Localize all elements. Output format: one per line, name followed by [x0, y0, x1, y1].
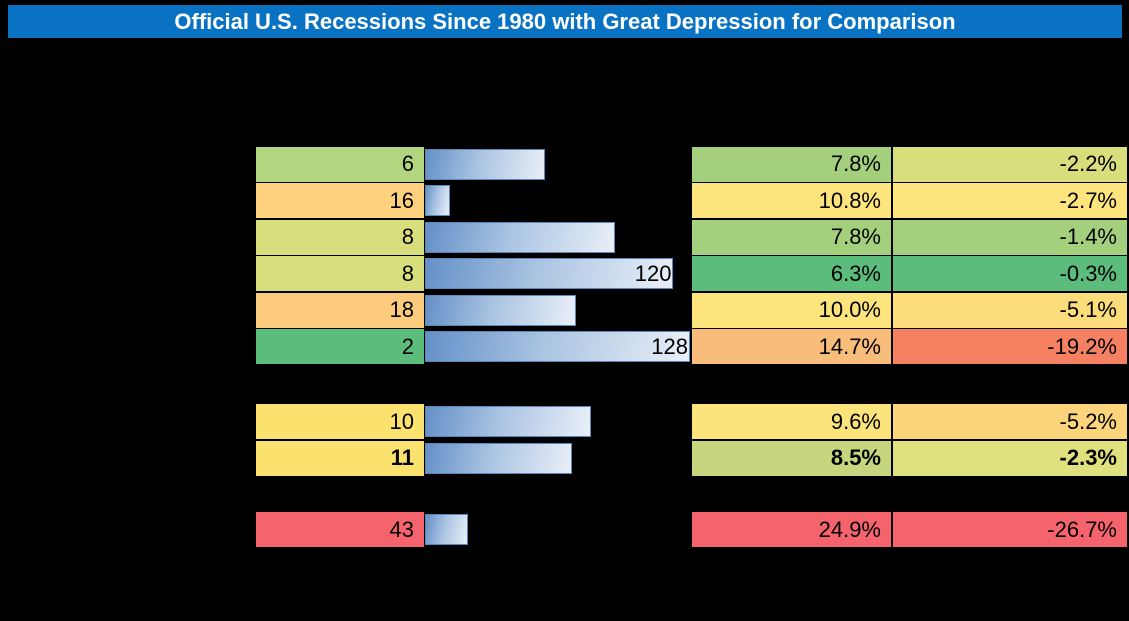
- duration-months-cell: 11: [255, 439, 425, 477]
- table-row: 2 128 14.7% -19.2%: [0, 328, 1129, 365]
- duration-months-cell: 8: [255, 255, 425, 292]
- table-row: 10 9.6% -5.2%: [0, 403, 1129, 440]
- preceding-expansion-bar: [425, 406, 591, 437]
- table-row: 16 10.8% -2.7%: [0, 182, 1129, 219]
- unemployment-rate-cell: 9.6%: [691, 403, 892, 440]
- table-row: 18 10.0% -5.1%: [0, 291, 1129, 329]
- bar-value-label: 120: [634, 260, 672, 286]
- gdp-change-cell: -26.7%: [892, 511, 1128, 548]
- duration-months-cell: 2: [255, 328, 425, 365]
- preceding-expansion-bar: [425, 442, 572, 474]
- duration-months-cell: 6: [255, 145, 425, 183]
- unemployment-rate-cell: 8.5%: [691, 439, 892, 477]
- gdp-change-cell: -19.2%: [892, 328, 1128, 365]
- unemployment-rate-cell: 24.9%: [691, 511, 892, 548]
- unemployment-rate-cell: 10.8%: [691, 182, 892, 219]
- preceding-expansion-bar: [425, 185, 450, 216]
- unemployment-rate-cell: 14.7%: [691, 328, 892, 365]
- duration-months-cell: 18: [255, 291, 425, 329]
- gdp-change-cell: -5.2%: [892, 403, 1128, 440]
- table-row: 43 24.9% -26.7%: [0, 511, 1129, 548]
- unemployment-rate-cell: 10.0%: [691, 291, 892, 329]
- table-row: 8 120 6.3% -0.3%: [0, 255, 1129, 292]
- unemployment-rate-cell: 6.3%: [691, 255, 892, 292]
- preceding-expansion-bar: [425, 221, 616, 253]
- chart-title-bar: Official U.S. Recessions Since 1980 with…: [8, 5, 1122, 38]
- unemployment-rate-cell: 7.8%: [691, 218, 892, 256]
- preceding-expansion-bar: 120: [425, 258, 674, 289]
- duration-months-cell: 16: [255, 182, 425, 219]
- chart-title: Official U.S. Recessions Since 1980 with…: [174, 8, 956, 34]
- gdp-change-cell: -5.1%: [892, 291, 1128, 329]
- table-row: 6 7.8% -2.2%: [0, 145, 1129, 183]
- gdp-change-cell: -2.3%: [892, 439, 1128, 477]
- preceding-expansion-bar: [425, 514, 469, 545]
- table-row: 8 7.8% -1.4%: [0, 218, 1129, 256]
- duration-months-cell: 43: [255, 511, 425, 548]
- duration-months-cell: 8: [255, 218, 425, 256]
- table-row: 11 8.5% -2.3%: [0, 439, 1129, 477]
- bar-value-label: 128: [651, 333, 688, 359]
- gdp-change-cell: -0.3%: [892, 255, 1128, 292]
- preceding-expansion-bar: 128: [425, 331, 690, 362]
- preceding-expansion-bar: [425, 148, 546, 180]
- gdp-change-cell: -1.4%: [892, 218, 1128, 256]
- unemployment-rate-cell: 7.8%: [691, 145, 892, 183]
- gdp-change-cell: -2.2%: [892, 145, 1128, 183]
- preceding-expansion-bar: [425, 294, 577, 326]
- duration-months-cell: 10: [255, 403, 425, 440]
- gdp-change-cell: -2.7%: [892, 182, 1128, 219]
